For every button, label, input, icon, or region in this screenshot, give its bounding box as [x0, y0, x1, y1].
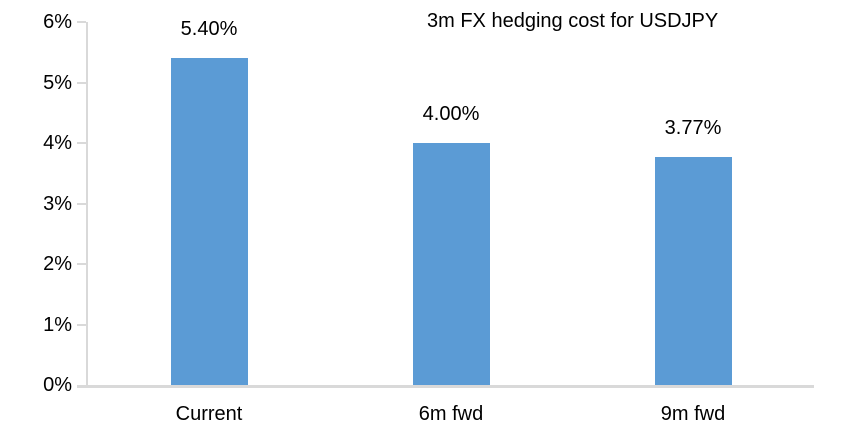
- y-axis-tick-label: 1%: [43, 313, 72, 336]
- y-axis-tick-label: 5%: [43, 71, 72, 94]
- data-label: 4.00%: [422, 103, 480, 125]
- x-axis-line: [77, 385, 814, 388]
- y-axis-tick-label: 6%: [43, 11, 72, 33]
- data-label: 3.77%: [664, 117, 722, 139]
- bar-current: [171, 58, 248, 385]
- data-label: 5.40%: [180, 18, 238, 40]
- x-axis-category-label: Current: [175, 403, 243, 425]
- y-axis-tick: [77, 81, 86, 84]
- y-axis-tick: [77, 142, 86, 144]
- y-axis-tick-label: 0%: [43, 374, 72, 396]
- bar-9m-fwd: [655, 156, 732, 385]
- y-axis-tick: [77, 202, 86, 205]
- bar-6m-fwd: [413, 143, 490, 385]
- y-axis-tick-label: 3%: [43, 192, 72, 215]
- y-axis-tick-label: 4%: [43, 132, 72, 154]
- x-axis-category-label: 6m fwd: [418, 403, 484, 425]
- y-axis-tick-label: 2%: [43, 253, 72, 275]
- y-axis-tick: [77, 323, 86, 326]
- y-axis-tick: [77, 263, 86, 265]
- x-axis-category-label: 9m fwd: [660, 403, 726, 425]
- y-axis-tick: [77, 21, 86, 23]
- y-axis-line: [86, 22, 88, 388]
- chart-title: 3m FX hedging cost for USDJPY: [427, 10, 719, 32]
